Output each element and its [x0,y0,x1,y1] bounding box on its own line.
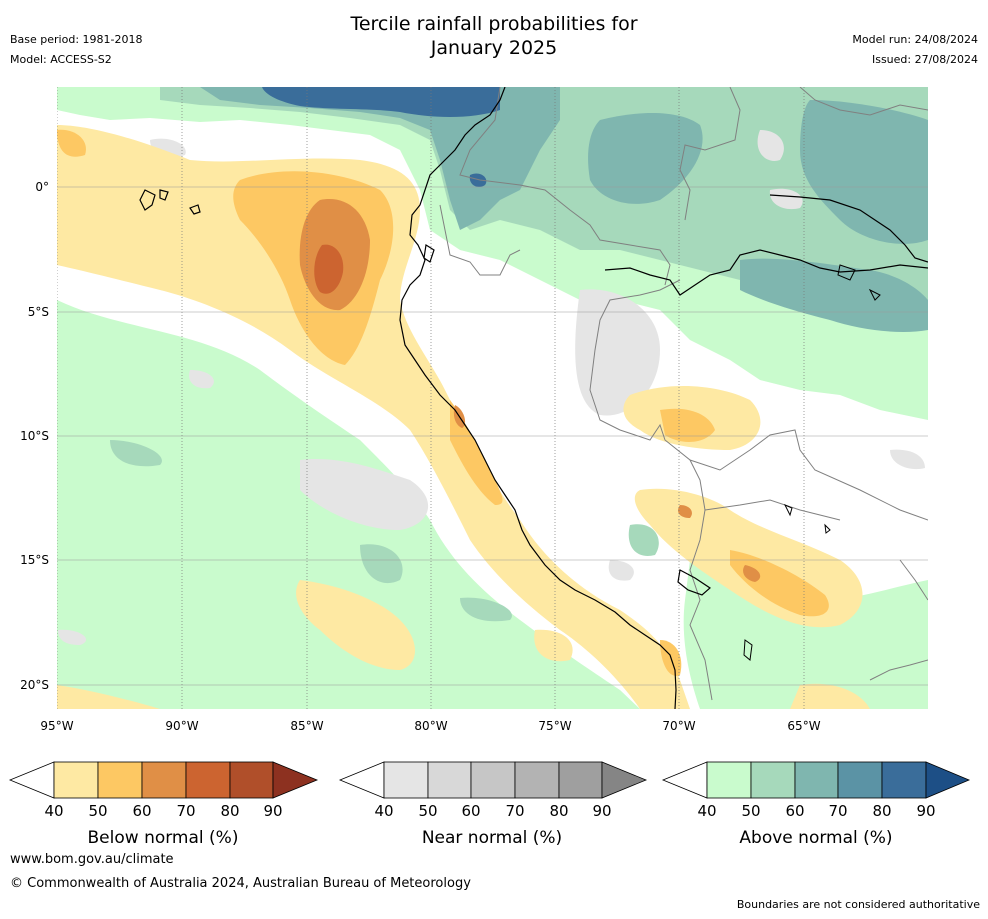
legend-below-tick-4: 80 [220,802,239,820]
above-normal-60-mid [588,113,703,204]
latitude-lines [57,186,928,686]
legend-near-normal-swatch-3 [514,761,560,799]
legend-above-normal-high-arrow [925,761,971,799]
map-field [57,87,928,709]
legend-below-normal-low-arrow [8,761,55,799]
legend-near-normal-high-arrow [601,761,648,799]
above-normal-70-small [469,173,487,187]
above-normal-50-north [160,87,928,330]
legend-above-normal-swatch-4 [881,761,927,799]
legend-near-normal-swatch-1 [427,761,472,799]
lon-label-6: 65°W [787,719,820,733]
legend-below-normal-swatch-0 [53,761,99,799]
above-normal-60-east [740,258,928,332]
title-line-1: Tercile rainfall probabilities for [350,13,638,35]
lat-label-4: 20°S [20,678,49,692]
legend-below-normal-high-arrow [272,761,319,799]
legend-above-tick-3: 70 [828,802,847,820]
lat-label-1: 5°S [28,305,49,319]
legend-below-tick-0: 40 [44,802,63,820]
legend-below-normal-swatch-4 [229,761,274,799]
base-period: Base period: 1981-2018 [10,33,143,46]
chart-title: Tercile rainfall probabilities for Janua… [0,12,988,60]
legend-above-normal-label: Above normal (%) [739,828,892,848]
above-normal-60-ne [800,100,928,244]
lon-label-5: 70°W [662,719,695,733]
title-line-2: January 2025 [430,37,558,59]
below-normal-50-peru [660,408,715,442]
issued-date: Issued: 27/08/2024 [871,53,978,66]
below-normal-50-bolivia [730,550,829,617]
longitude-tick-labels: 95°W 90°W 85°W 80°W 75°W 70°W 65°W [40,719,820,733]
legend-above-tick-0: 40 [697,802,716,820]
legend-near-normal-label: Near normal (%) [422,828,562,848]
coastline [139,87,928,709]
below-normal-50-west-edge [57,129,86,157]
model-run: Model run: 24/08/2024 [852,33,978,46]
legend-near-normal-swatch-2 [470,761,516,799]
legend-below-normal-swatch-2 [141,761,187,799]
legend-above-normal: 40 50 60 70 80 90 Above normal (%) [661,761,971,848]
legend-near-tick-3: 70 [505,802,524,820]
legend-near-tick-2: 60 [461,802,480,820]
legend-below-tick-2: 60 [132,802,151,820]
lat-label-2: 10°S [20,429,49,443]
legend-near-normal: 40 50 60 70 80 90 Near normal (%) [338,761,648,848]
legend-near-tick-1: 50 [418,802,437,820]
legend-above-normal-swatch-0 [706,761,752,799]
legend-above-tick-5: 90 [916,802,935,820]
footer-disclaimer: Boundaries are not considered authoritat… [736,898,980,911]
legend-below-normal: 40 50 60 70 80 90 Below normal (%) [8,761,319,848]
legend-near-tick-4: 80 [549,802,568,820]
lat-label-3: 15°S [20,553,49,567]
legend-near-tick-0: 40 [374,802,393,820]
legend-near-normal-swatch-4 [558,761,603,799]
legend-near-normal-low-arrow [338,761,385,799]
meta-right: Model run: 24/08/2024 Issued: 27/08/2024 [852,30,978,70]
legend-below-normal-swatch-3 [185,761,231,799]
legend-below-normal-label: Below normal (%) [88,828,239,848]
legend-below-normal-swatch-1 [97,761,143,799]
below-normal-40-west [57,125,690,709]
inland-details [743,264,881,661]
above-normal-60-north [200,87,560,230]
country-borders [439,87,928,701]
legend-below-tick-1: 50 [88,802,107,820]
legend-near-tick-5: 90 [592,802,611,820]
legend-below-tick-3: 70 [176,802,195,820]
legend-above-normal-low-arrow [661,761,708,799]
meta-left: Base period: 1981-2018 Model: ACCESS-S2 [10,30,142,70]
lon-label-1: 90°W [165,719,198,733]
legend-above-normal-swatch-3 [837,761,883,799]
below-normal-70-central [314,244,344,294]
lat-label-0: 0° [35,180,49,194]
latitude-tick-labels: 0° 5°S 10°S 15°S 20°S [20,180,49,692]
legend-above-tick-4: 80 [872,802,891,820]
legend-above-normal-swatch-1 [750,761,796,799]
legend-above-tick-2: 60 [785,802,804,820]
model-name: Model: ACCESS-S2 [10,53,112,66]
lon-label-4: 75°W [538,719,571,733]
near-normal-patch-3 [300,459,429,530]
legend-above-normal-swatch-2 [794,761,839,799]
legend-below-tick-5: 90 [263,802,282,820]
lon-label-2: 85°W [290,719,323,733]
lon-label-0: 95°W [40,719,73,733]
legend-above-tick-1: 50 [741,802,760,820]
above-normal-70-north [262,87,500,117]
lon-label-3: 80°W [414,719,447,733]
footer-copyright: © Commonwealth of Australia 2024, Austra… [10,876,471,891]
footer-url[interactable]: www.bom.gov.au/climate [10,852,174,867]
legend-near-normal-swatch-0 [383,761,429,799]
near-normal-patch-2 [575,289,660,416]
